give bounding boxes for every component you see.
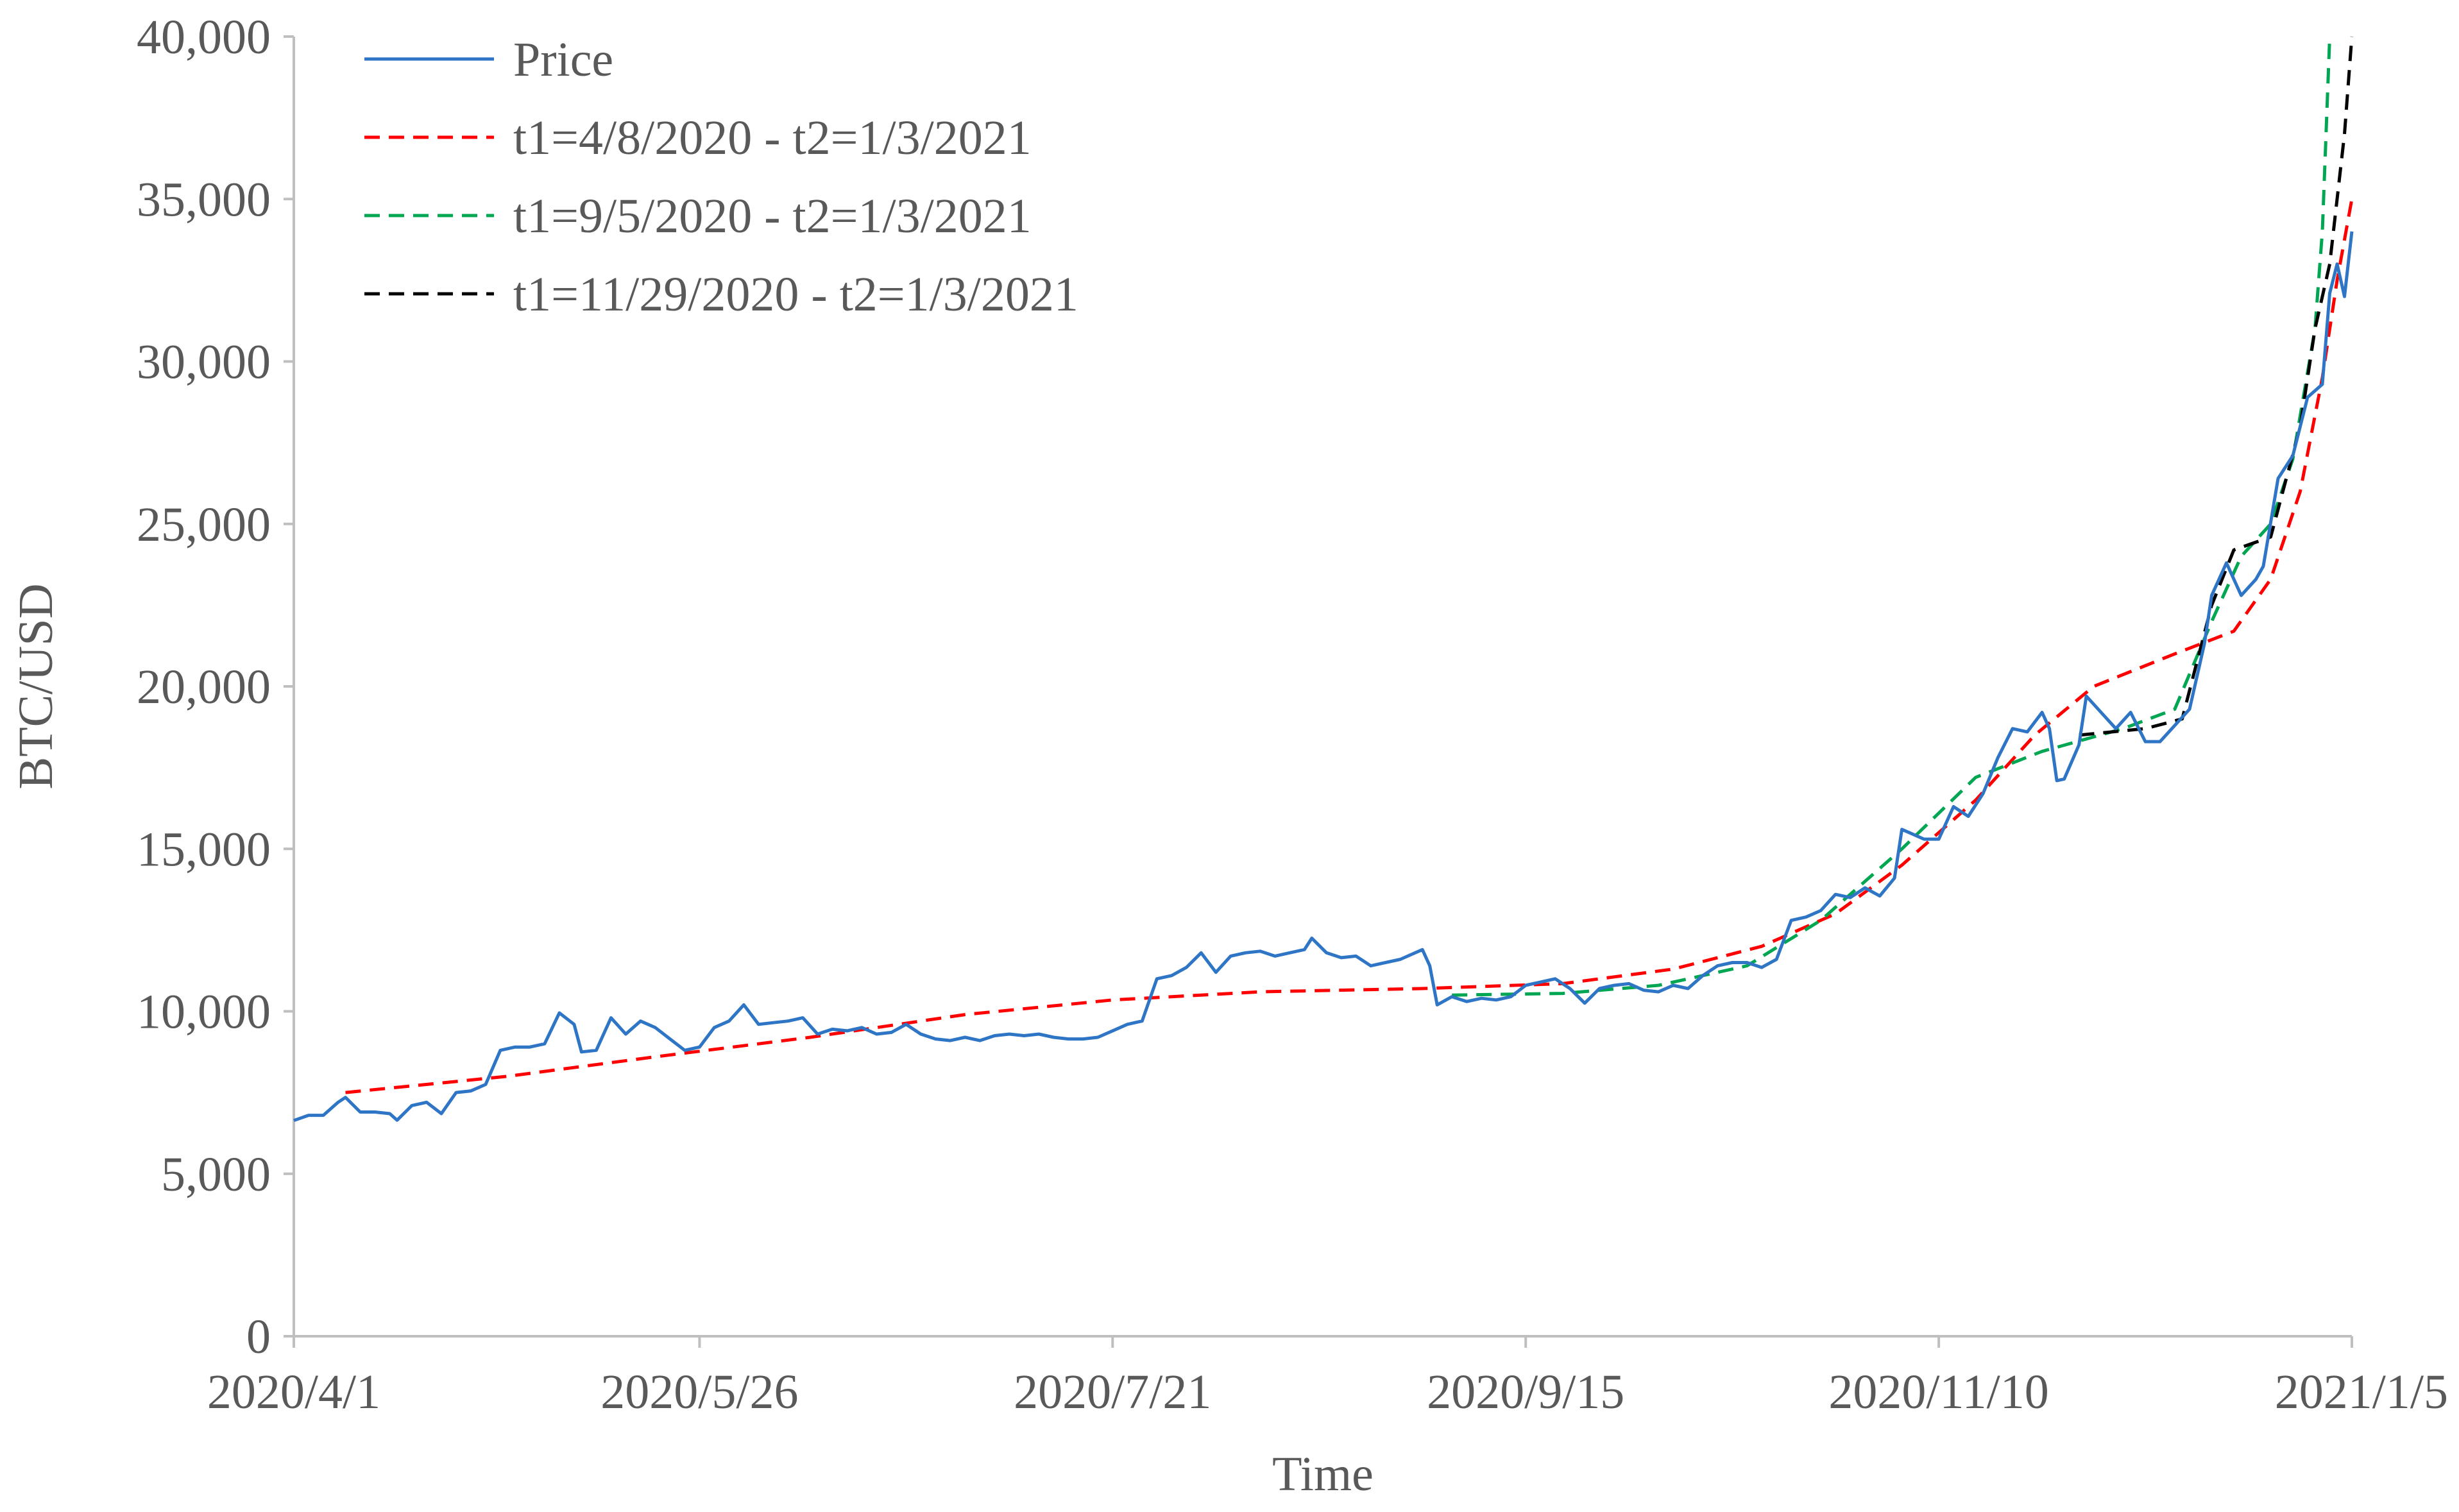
x-tick-label: 2020/5/26 bbox=[600, 1365, 798, 1419]
y-tick-label: 0 bbox=[246, 1310, 271, 1364]
x-tick-label: 2020/4/1 bbox=[207, 1365, 380, 1419]
y-tick-label: 15,000 bbox=[137, 822, 271, 876]
x-tick-label: 2021/1/5 bbox=[2275, 1365, 2448, 1419]
legend-label-1: t1=4/8/2020 - t2=1/3/2021 bbox=[513, 111, 1032, 165]
legend-label-3: t1=11/29/2020 - t2=1/3/2021 bbox=[513, 268, 1078, 321]
legend-label-0: Price bbox=[513, 33, 613, 87]
legend: Price t1=4/8/2020 - t2=1/3/2021 t1=9/5/202… bbox=[364, 33, 1078, 321]
y-tick-label: 35,000 bbox=[137, 173, 271, 226]
y-tick-label: 40,000 bbox=[137, 10, 271, 64]
y-axis-title: BTC/USD bbox=[9, 584, 63, 790]
x-axis-title: Time bbox=[1272, 1447, 1374, 1501]
series-line-0 bbox=[293, 231, 2354, 1123]
y-tick-label: 25,000 bbox=[137, 498, 271, 552]
series-line-1 bbox=[345, 198, 2354, 1094]
y-tick-label: 5,000 bbox=[161, 1148, 271, 1202]
x-tick-label: 2020/9/15 bbox=[1427, 1365, 1624, 1419]
y-tick-label: 30,000 bbox=[137, 336, 271, 389]
ticks: 0 5,000 10,000 15,000 20,000 25,000 30,000 35,0… bbox=[137, 10, 2448, 1419]
series bbox=[293, 36, 2354, 1123]
y-tick-label: 20,000 bbox=[137, 660, 271, 714]
legend-label-2: t1=9/5/2020 - t2=1/3/2021 bbox=[513, 189, 1032, 243]
series-line-3 bbox=[2079, 36, 2354, 737]
x-tick-label: 2020/11/10 bbox=[1828, 1365, 2048, 1419]
x-tick-label: 2020/7/21 bbox=[1014, 1365, 1211, 1419]
series-line-2 bbox=[1452, 36, 2331, 997]
y-tick-label: 10,000 bbox=[137, 985, 271, 1039]
